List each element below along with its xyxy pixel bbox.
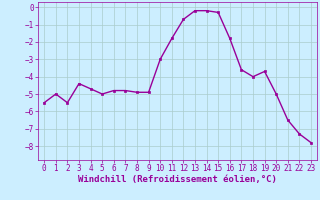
X-axis label: Windchill (Refroidissement éolien,°C): Windchill (Refroidissement éolien,°C) <box>78 175 277 184</box>
